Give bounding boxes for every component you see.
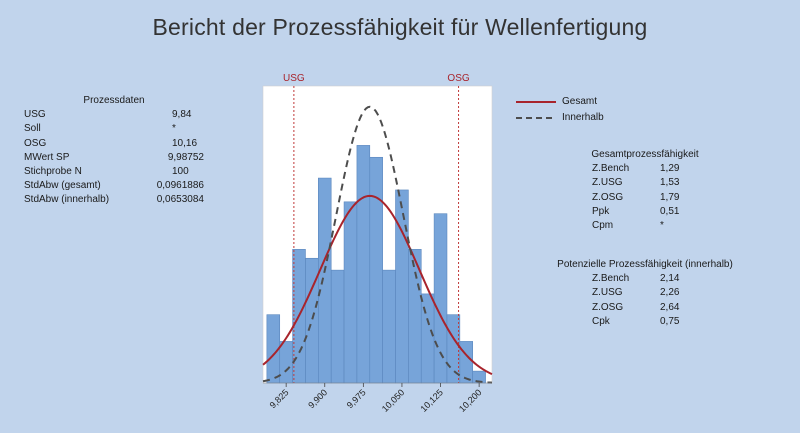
spec-limit-label: USG bbox=[283, 73, 305, 84]
legend-item-innerhalb: Innerhalb bbox=[516, 110, 604, 126]
legend-label: Innerhalb bbox=[562, 112, 604, 123]
legend-label: Gesamt bbox=[562, 96, 598, 107]
x-tick-label: 9,825 bbox=[268, 387, 291, 410]
stat-row: Soll * bbox=[24, 122, 204, 136]
spec-limit-label: OSG bbox=[447, 73, 469, 84]
stat-label: Z.USG bbox=[592, 287, 623, 299]
stat-label: Z.OSG bbox=[592, 191, 624, 203]
stat-value: 0,51 bbox=[660, 205, 680, 217]
x-tick-label: 10,200 bbox=[457, 387, 484, 414]
stat-label: Soll bbox=[24, 123, 41, 135]
potential-capability-header: Potenzielle Prozessfähigkeit (innerhalb) bbox=[557, 259, 733, 270]
stat-label: Z.USG bbox=[592, 177, 623, 189]
stat-row: Z.OSG 2,64 bbox=[520, 301, 770, 315]
legend-swatch-solid bbox=[516, 101, 556, 103]
stat-value: 1,53 bbox=[660, 177, 680, 189]
histogram-bar bbox=[279, 341, 293, 384]
stat-row: MWert SP 9,98752 bbox=[24, 151, 204, 165]
legend-swatch-dashed bbox=[516, 117, 556, 119]
legend: Gesamt Innerhalb bbox=[516, 94, 604, 126]
x-tick-label: 9,900 bbox=[306, 387, 329, 410]
stat-label: Z.Bench bbox=[592, 163, 630, 175]
report-title: Bericht der Prozessfähigkeit für Wellenf… bbox=[152, 14, 648, 40]
stat-value: 100 bbox=[172, 166, 189, 178]
stat-label: MWert SP bbox=[24, 151, 70, 163]
x-tick-label: 10,050 bbox=[380, 387, 407, 414]
stat-row: Cpk 0,75 bbox=[520, 315, 770, 329]
histogram-bar bbox=[330, 269, 345, 384]
stat-row: Stichprobe N 100 bbox=[24, 165, 204, 179]
stat-value: 0,75 bbox=[660, 315, 680, 327]
stat-row: StdAbw (innerhalb) 0,0653084 bbox=[24, 193, 204, 207]
stat-value: 1,79 bbox=[660, 191, 680, 203]
histogram-bar bbox=[395, 189, 409, 384]
stat-label: OSG bbox=[24, 137, 47, 149]
stat-label: StdAbw (innerhalb) bbox=[24, 194, 110, 206]
overall-capability-header: Gesamtprozessfähigkeit bbox=[591, 149, 699, 160]
curve-gesamt bbox=[262, 194, 493, 376]
stat-value: 2,64 bbox=[660, 301, 680, 313]
stat-value: 2,26 bbox=[660, 287, 680, 299]
curve-innerhalb bbox=[262, 105, 493, 384]
stat-value: 10,16 bbox=[172, 137, 198, 149]
stat-row: Z.USG 1,53 bbox=[540, 176, 750, 190]
stat-row: Z.Bench 1,29 bbox=[540, 162, 750, 176]
stat-row: StdAbw (gesamt) 0,0961886 bbox=[24, 179, 204, 193]
legend-item-gesamt: Gesamt bbox=[516, 94, 604, 110]
stat-label: Cpm bbox=[592, 220, 614, 232]
stat-row: Ppk 0,51 bbox=[540, 205, 750, 219]
stat-value: * bbox=[660, 220, 664, 232]
stat-value: 9,98752 bbox=[167, 151, 204, 163]
stat-label: Z.Bench bbox=[592, 273, 630, 285]
stat-row: Z.Bench 2,14 bbox=[520, 272, 770, 286]
stat-value: 0,0961886 bbox=[156, 180, 204, 192]
histogram-bar bbox=[446, 314, 461, 384]
histogram-bar bbox=[356, 145, 371, 384]
x-tick-label: 10,125 bbox=[418, 387, 445, 414]
stat-label: StdAbw (gesamt) bbox=[24, 180, 101, 192]
stat-value: 2,14 bbox=[660, 273, 680, 285]
stat-value: 1,29 bbox=[660, 163, 680, 175]
stat-label: USG bbox=[24, 109, 46, 121]
histogram-bar bbox=[369, 156, 383, 384]
stat-value: * bbox=[172, 123, 176, 135]
stat-row: Z.OSG 1,79 bbox=[540, 191, 750, 205]
stat-row: USG 9,84 bbox=[24, 108, 204, 122]
x-tick-label: 9,975 bbox=[345, 387, 368, 410]
stat-value: 0,0653084 bbox=[156, 194, 204, 206]
histogram-bar bbox=[318, 177, 332, 384]
histogram-bar bbox=[433, 213, 448, 384]
stat-row: OSG 10,16 bbox=[24, 137, 204, 151]
histogram-bar bbox=[382, 269, 396, 384]
histogram-bar bbox=[343, 201, 358, 384]
stat-row: Z.USG 2,26 bbox=[520, 286, 770, 300]
process-data-header: Prozessdaten bbox=[83, 95, 145, 106]
stat-label: Z.OSG bbox=[592, 301, 624, 313]
stat-label: Stichprobe N bbox=[24, 166, 82, 178]
stat-row: Cpm * bbox=[540, 219, 750, 233]
overall-capability-panel: Gesamtprozessfähigkeit Z.Bench 1,29 Z.USG 1… bbox=[540, 148, 750, 233]
stat-value: 9,84 bbox=[172, 109, 192, 121]
stat-label: Ppk bbox=[592, 205, 610, 217]
potential-capability-panel: Potenzielle Prozessfähigkeit (innerhalb)… bbox=[520, 258, 770, 329]
process-data-panel: Prozessdaten USG 9,84 Soll * OSG 10,16 MWert S… bbox=[24, 94, 204, 208]
stat-label: Cpk bbox=[592, 315, 610, 327]
histogram-bar bbox=[459, 341, 474, 384]
